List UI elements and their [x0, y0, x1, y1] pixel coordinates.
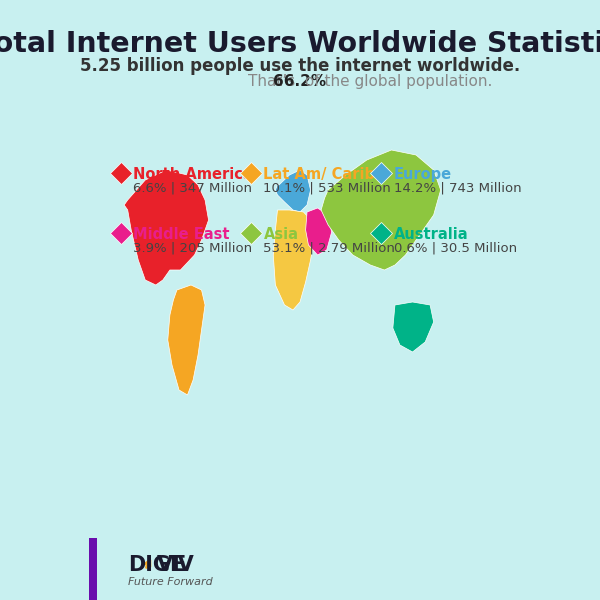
Text: VE: VE: [157, 555, 188, 575]
Text: 10.1% | 533 Million: 10.1% | 533 Million: [263, 182, 391, 195]
Text: 66.2%: 66.2%: [274, 74, 326, 89]
Polygon shape: [273, 210, 314, 310]
Text: 5.25 billion people use the internet worldwide.: 5.25 billion people use the internet wor…: [80, 57, 520, 75]
Text: Asia: Asia: [263, 227, 298, 242]
Text: 53.1% | 2.79 Million: 53.1% | 2.79 Million: [263, 242, 395, 255]
Polygon shape: [275, 170, 311, 212]
Text: Future Forward: Future Forward: [128, 577, 212, 587]
Bar: [89, 538, 97, 600]
Text: Europe: Europe: [394, 167, 452, 182]
Text: DIGIV: DIGIV: [128, 555, 193, 575]
Text: 0.6% | 30.5 Million: 0.6% | 30.5 Million: [394, 242, 517, 255]
Text: 6.6% | 347 Million: 6.6% | 347 Million: [133, 182, 253, 195]
Text: North America: North America: [133, 167, 253, 182]
Text: 14.2% | 743 Million: 14.2% | 743 Million: [394, 182, 521, 195]
Polygon shape: [305, 208, 332, 255]
Text: 3.9% | 205 Million: 3.9% | 205 Million: [133, 242, 253, 255]
Text: Australia: Australia: [394, 227, 468, 242]
Text: Lat Am/ Carib.: Lat Am/ Carib.: [263, 167, 381, 182]
Polygon shape: [393, 302, 434, 352]
Polygon shape: [168, 285, 205, 395]
Text: Middle East: Middle East: [133, 227, 230, 242]
Text: of the global population.: of the global population.: [300, 74, 493, 89]
Polygon shape: [124, 170, 209, 285]
Text: Total Internet Users Worldwide Statistic: Total Internet Users Worldwide Statistic: [0, 30, 600, 58]
Polygon shape: [321, 150, 440, 270]
Text: That’s: That’s: [248, 74, 300, 89]
